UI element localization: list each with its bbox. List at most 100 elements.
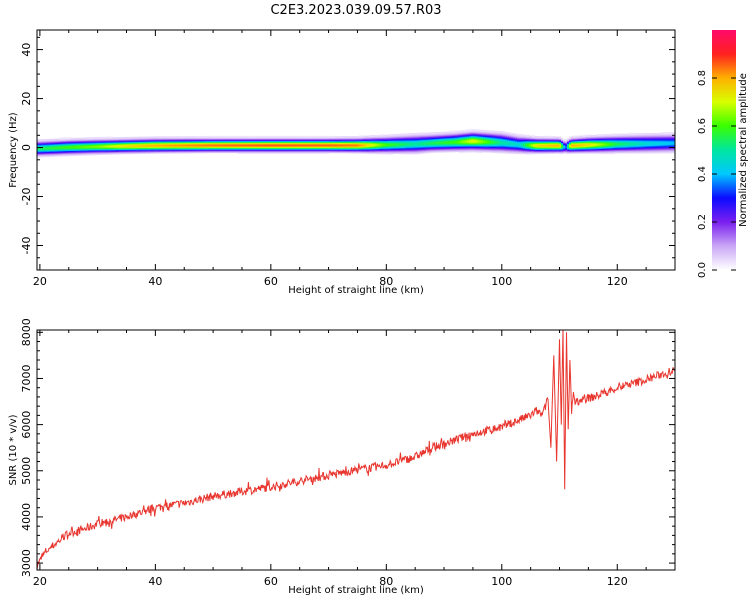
heatmap-cell xyxy=(285,135,287,138)
heatmap-cell xyxy=(103,136,105,139)
heatmap-cell xyxy=(459,130,461,133)
heatmap-cell xyxy=(245,135,247,138)
heatmap-cell xyxy=(403,133,405,136)
heatmap-cell xyxy=(489,130,491,133)
heatmap-cell xyxy=(255,135,257,138)
heatmap-cell xyxy=(121,137,123,139)
heatmap-cell xyxy=(505,132,507,134)
heatmap-cell xyxy=(479,129,481,132)
heatmap-cell xyxy=(367,135,369,138)
heatmap-cell xyxy=(409,132,411,135)
heatmap-cell xyxy=(263,135,265,138)
heatmap-cell xyxy=(209,135,211,138)
heatmap-cell xyxy=(303,135,305,138)
heatmap-cell xyxy=(83,137,85,140)
heatmap-cell xyxy=(243,135,245,138)
heatmap-cell xyxy=(193,136,195,138)
heatmap-cell xyxy=(139,136,141,139)
heatmap-cell xyxy=(341,136,343,138)
heatmap-cell xyxy=(55,138,57,141)
heatmap-cell xyxy=(89,137,91,140)
heatmap-cell xyxy=(323,135,325,138)
heatmap-cell xyxy=(187,136,189,138)
heatmap-cell xyxy=(365,135,367,138)
heatmap-cell xyxy=(169,136,171,139)
heatmap-cell xyxy=(195,136,197,138)
heatmap-cell xyxy=(357,136,359,139)
heatmap-cell xyxy=(405,133,407,136)
heatmap-cell xyxy=(141,136,143,139)
heatmap-cell xyxy=(391,134,393,136)
heatmap-cell xyxy=(483,129,485,132)
heatmap-cell xyxy=(249,135,251,138)
heatmap-cell xyxy=(233,135,235,138)
heatmap-cell xyxy=(421,132,423,135)
heatmap-cell xyxy=(131,136,133,139)
heatmap-cell xyxy=(347,136,349,138)
heatmap-cell xyxy=(61,137,63,140)
heatmap-cell xyxy=(431,132,433,134)
heatmap-cell xyxy=(345,136,347,138)
heatmap-cell xyxy=(503,131,505,133)
heatmap-cell xyxy=(75,137,77,140)
heatmap-cell xyxy=(289,135,291,138)
heatmap-cell xyxy=(191,136,193,138)
heatmap-cell xyxy=(495,130,497,133)
heatmap-cell xyxy=(165,136,167,139)
heatmap-cell xyxy=(225,135,227,138)
heatmap-cell xyxy=(221,135,223,138)
heatmap-cell xyxy=(499,130,501,133)
heatmap-cell xyxy=(375,135,377,138)
heatmap-cell xyxy=(247,135,249,138)
heatmap-cell xyxy=(497,130,499,133)
heatmap-cell xyxy=(381,134,383,137)
heatmap-cell xyxy=(215,135,217,138)
heatmap-cell xyxy=(399,133,401,136)
heatmap-cell xyxy=(151,136,153,139)
heatmap-cell xyxy=(153,136,155,139)
heatmap-cell xyxy=(493,130,495,133)
heatmap-cell xyxy=(379,134,381,137)
heatmap-cell xyxy=(473,129,475,132)
heatmap-cell xyxy=(111,136,113,139)
heatmap-cell xyxy=(37,139,39,142)
heatmap-cell xyxy=(321,135,323,138)
heatmap-cell xyxy=(251,135,253,138)
heatmap-cell xyxy=(207,135,209,138)
heatmap-cell xyxy=(437,131,439,134)
heatmap-cell xyxy=(41,139,43,142)
heatmap-cell xyxy=(81,137,83,140)
heatmap-cell xyxy=(227,135,229,138)
heatmap-cell xyxy=(389,134,391,136)
heatmap-cell xyxy=(427,132,429,135)
heatmap-cell xyxy=(455,130,457,133)
heatmap-cell xyxy=(401,133,403,136)
heatmap-cell xyxy=(185,136,187,138)
heatmap-cell xyxy=(275,135,277,138)
heatmap-cell xyxy=(439,131,441,134)
heatmap-cell xyxy=(53,138,55,141)
heatmap-cell xyxy=(411,132,413,135)
heatmap-cell xyxy=(93,137,95,139)
heatmap-cell xyxy=(219,135,221,138)
heatmap-cell xyxy=(117,137,119,140)
heatmap-cell xyxy=(385,134,387,137)
heatmap-cell xyxy=(309,135,311,138)
heatmap-cell xyxy=(59,137,61,140)
heatmap-cell xyxy=(461,130,463,133)
heatmap-cell xyxy=(211,135,213,138)
heatmap-cell xyxy=(65,137,67,140)
heatmap-cell xyxy=(465,129,467,132)
heatmap-cell xyxy=(481,129,483,132)
heatmap-cell xyxy=(467,129,469,132)
heatmap-cell xyxy=(335,135,337,138)
heatmap-cell xyxy=(85,137,87,140)
heatmap-cell xyxy=(137,136,139,139)
heatmap-cell xyxy=(179,136,181,139)
heatmap-cell xyxy=(283,135,285,138)
heatmap-cell xyxy=(213,135,215,138)
heatmap-cell xyxy=(95,137,97,139)
heatmap-cell xyxy=(135,136,137,139)
heatmap-cell xyxy=(305,135,307,138)
heatmap-cell xyxy=(127,136,129,139)
